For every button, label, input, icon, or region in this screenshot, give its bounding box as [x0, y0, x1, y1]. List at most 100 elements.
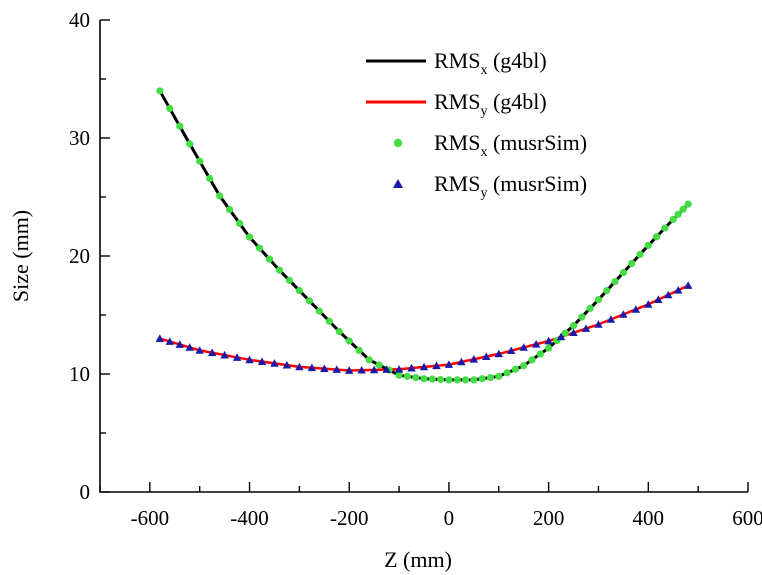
x-tick-label: -200: [330, 506, 369, 530]
data-point-rmsy-musrsim: [332, 365, 341, 373]
data-point-rmsx-musrsim: [520, 362, 528, 370]
y-tick-label: 30: [69, 126, 90, 150]
data-point-rmsx-musrsim: [545, 344, 553, 352]
data-point-rmsx-musrsim: [325, 317, 333, 325]
data-point-rmsx-musrsim: [536, 350, 544, 358]
data-point-rmsx-musrsim: [478, 375, 486, 383]
data-point-rmsy-musrsim: [295, 362, 304, 371]
data-point-rmsx-musrsim: [395, 371, 403, 379]
legend-item: RMSy (g4bl): [366, 89, 547, 119]
data-point-rmsy-musrsim: [320, 364, 329, 373]
data-point-rmsy-musrsim: [531, 340, 541, 348]
data-point-rmsy-musrsim: [631, 305, 641, 313]
data-point-rmsy-musrsim: [619, 310, 628, 318]
data-point-rmsx-musrsim: [661, 224, 669, 232]
legend-swatch-circle: [393, 138, 403, 148]
data-point-rmsx-musrsim: [216, 192, 224, 200]
plot-frame-left-bottom: [99, 20, 748, 493]
data-point-rmsx-musrsim: [679, 205, 687, 213]
data-point-rmsy-musrsim: [444, 360, 454, 368]
x-axis-label: Z (mm): [384, 547, 452, 572]
data-point-rmsx-musrsim: [196, 157, 204, 165]
data-point-rmsy-musrsim: [220, 350, 229, 359]
data-point-rmsx-musrsim: [461, 376, 470, 384]
data-point-rmsy-musrsim: [594, 320, 603, 328]
data-point-rmsx-musrsim: [403, 372, 411, 380]
data-point-rmsx-musrsim: [603, 287, 611, 295]
data-point-rmsy-musrsim: [674, 286, 683, 294]
data-point-rmsx-musrsim: [511, 365, 519, 373]
data-point-rmsx-musrsim: [503, 369, 511, 377]
data-point-rmsx-musrsim: [437, 375, 445, 384]
data-point-rmsx-musrsim: [235, 219, 244, 227]
legend: RMSx (g4bl) RMSy (g4bl) RMSx (musrSim) RMSy…: [366, 48, 587, 201]
data-point-rmsy-musrsim: [544, 336, 553, 345]
data-point-rmsy-musrsim: [432, 361, 441, 370]
legend-swatch-triangle: [393, 179, 403, 188]
legend-item: RMSx (g4bl): [366, 48, 547, 78]
data-point-rmsx-musrsim: [619, 268, 627, 277]
data-point-rmsx-musrsim: [315, 307, 323, 315]
data-point-rmsy-musrsim: [257, 357, 267, 365]
data-point-rmsy-musrsim: [232, 353, 242, 361]
data-point-rmsx-musrsim: [355, 346, 363, 354]
legend-label: RMSy (musrSim): [434, 171, 587, 201]
data-point-rmsx-musrsim: [295, 287, 303, 295]
data-point-rmsx-musrsim: [470, 376, 478, 384]
data-point-rmsx-musrsim: [644, 241, 652, 249]
data-point-rmsy-musrsim: [245, 355, 254, 364]
y-axis-ticks: 0 10 20 30 40: [69, 8, 110, 504]
data-point-rmsy-musrsim: [606, 315, 616, 323]
data-point-rmsy-musrsim: [307, 363, 317, 372]
data-point-rmsy-musrsim: [369, 365, 379, 374]
data-point-rmsx-musrsim: [669, 215, 677, 224]
data-point-rmsy-musrsim: [407, 363, 416, 372]
data-point-rmsx-musrsim: [636, 250, 644, 259]
data-point-rmsx-musrsim: [569, 322, 578, 330]
x-tick-label: 400: [633, 506, 665, 530]
data-point-rmsx-musrsim: [428, 375, 436, 383]
data-point-rmsx-musrsim: [561, 329, 569, 337]
y-axis-label: Size (mm): [8, 210, 33, 302]
data-point-rmsy-musrsim: [357, 365, 366, 374]
y-tick-label: 20: [69, 244, 90, 268]
y-tick-label: 40: [69, 8, 90, 32]
legend-label: RMSx (g4bl): [434, 48, 547, 78]
data-point-rmsy-musrsim: [394, 365, 404, 373]
legend-label: RMSx (musrSim): [434, 130, 587, 160]
data-point-rmsy-musrsim: [519, 343, 528, 351]
data-point-rmsy-musrsim: [270, 359, 279, 367]
legend-label: RMSy (g4bl): [434, 89, 547, 119]
data-point-rmsx-musrsim: [586, 304, 594, 312]
data-point-rmsx-musrsim: [578, 313, 586, 321]
data-point-rmsy-musrsim: [482, 352, 491, 360]
x-tick-label: -600: [131, 506, 170, 530]
data-point-rmsx-musrsim: [206, 174, 214, 183]
data-point-rmsy-musrsim: [683, 281, 693, 289]
data-point-rmsx-musrsim: [375, 361, 383, 369]
legend-item: RMSx (musrSim): [393, 130, 587, 160]
data-point-rmsy-musrsim: [581, 324, 591, 332]
data-point-rmsy-musrsim: [195, 346, 204, 354]
data-point-rmsy-musrsim: [175, 340, 184, 348]
data-point-rmsx-musrsim: [495, 372, 503, 380]
data-point-rmsx-musrsim: [186, 140, 194, 148]
data-point-rmsy-musrsim: [419, 362, 429, 371]
x-tick-label: 0: [444, 506, 455, 530]
plot-marks: [155, 87, 693, 384]
data-point-rmsy-musrsim: [664, 290, 673, 299]
series-line-x-g4bl: [158, 89, 690, 382]
data-point-rmsx-musrsim: [176, 122, 184, 130]
data-point-rmsx-musrsim: [305, 297, 313, 305]
data-point-rmsx-musrsim: [486, 373, 495, 382]
data-point-rmsx-musrsim: [226, 205, 234, 214]
data-point-rmsx-musrsim: [628, 259, 636, 268]
x-axis-ticks: -600 -400 -200 0 200 400 600: [99, 482, 762, 530]
x-tick-label: -400: [230, 506, 269, 530]
data-point-rmsx-musrsim: [265, 255, 274, 263]
data-point-rmsy-musrsim: [556, 332, 566, 341]
data-point-rmsx-musrsim: [275, 266, 284, 274]
data-point-rmsy-musrsim: [469, 355, 479, 363]
data-point-rmsx-musrsim: [674, 210, 682, 218]
data-point-rmsy-musrsim: [644, 300, 653, 308]
